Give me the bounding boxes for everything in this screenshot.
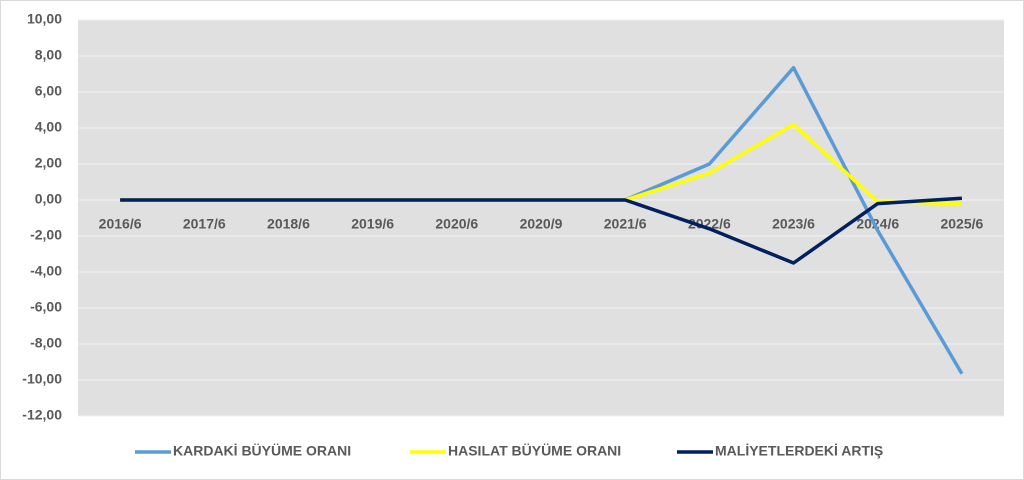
y-tick-label: -12,00 [22,407,62,423]
x-tick-label: 2016/6 [99,216,142,232]
legend-label: MALİYETLERDEKİ ARTIŞ [715,443,883,459]
y-tick-label: -6,00 [30,299,62,315]
data-line [120,196,963,265]
x-tick-label: 2018/6 [267,216,310,232]
x-tick-label: 2017/6 [183,216,226,232]
plot-area [78,20,1004,416]
y-tick-label: 0,00 [35,191,62,207]
y-tick-label: -8,00 [30,335,62,351]
y-tick-label: 4,00 [35,119,62,135]
x-tick-label: 2020/9 [520,216,563,232]
y-tick-label: -2,00 [30,227,62,243]
x-tick-label: 2023/6 [772,216,815,232]
x-tick-label: 2019/6 [351,216,394,232]
legend-label: HASILAT BÜYÜME ORANI [448,443,621,459]
y-tick-label: 6,00 [35,83,62,99]
x-tick-label: 2025/6 [940,216,983,232]
y-tick-label: 10,00 [27,11,62,27]
x-tick-label: 2024/6 [856,216,899,232]
x-tick-label: 2022/6 [688,216,731,232]
y-tick-label: 8,00 [35,47,62,63]
y-tick-label: -10,00 [22,371,62,387]
x-tick-label: 2020/6 [435,216,478,232]
legend-label: KARDAKİ BÜYÜME ORANI [173,443,351,459]
y-tick-label: -4,00 [30,263,62,279]
y-tick-label: 2,00 [35,155,62,171]
x-tick-label: 2021/6 [604,216,647,232]
